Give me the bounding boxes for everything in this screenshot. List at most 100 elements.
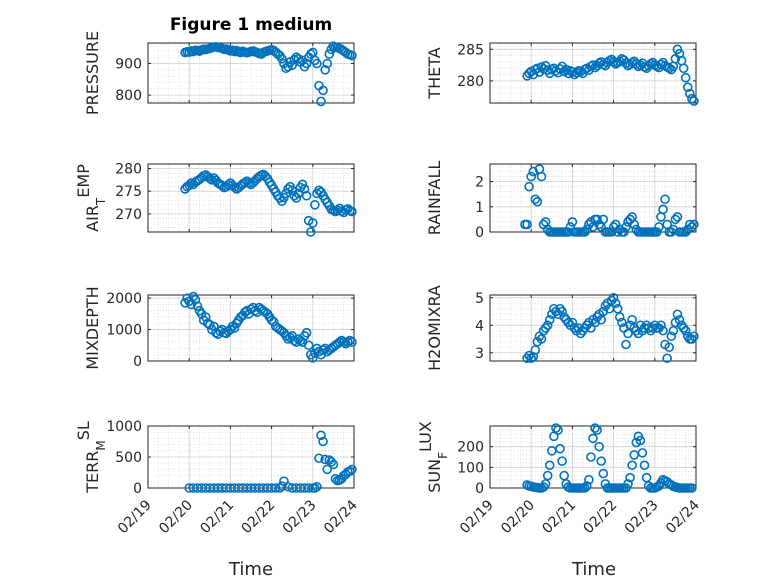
data-point bbox=[544, 460, 555, 471]
data-point bbox=[614, 312, 625, 322]
y-axis-label-3: RAINFALL bbox=[425, 161, 444, 236]
subplot-h2omixra: 3 4 5 H2OMIXRA bbox=[425, 285, 699, 371]
data-point bbox=[672, 212, 683, 222]
data-point bbox=[590, 423, 600, 433]
data-point bbox=[551, 423, 561, 433]
axes-box bbox=[147, 163, 355, 233]
y-axis-label-7: SUNFLUX bbox=[416, 421, 451, 493]
data-point bbox=[540, 323, 551, 333]
data-point bbox=[639, 460, 650, 471]
data-point bbox=[522, 353, 532, 364]
data-point bbox=[674, 314, 685, 325]
data-point bbox=[190, 294, 201, 305]
x-axis-label-right: Time bbox=[571, 559, 616, 580]
data-point bbox=[608, 57, 619, 67]
data-point bbox=[536, 171, 547, 182]
figure-title: Figure 1 medium bbox=[170, 15, 332, 35]
data-point bbox=[316, 430, 326, 441]
data-point bbox=[680, 227, 691, 237]
data-point bbox=[301, 327, 312, 338]
data-point bbox=[343, 337, 353, 347]
data-point bbox=[303, 340, 314, 351]
data-point bbox=[596, 456, 607, 466]
x-tick-label: 02/24 bbox=[663, 497, 703, 537]
y-tick-label: 1000 bbox=[106, 419, 142, 435]
y-tick-label: 270 bbox=[115, 207, 142, 223]
data-point bbox=[685, 88, 695, 99]
y-tick-label: 275 bbox=[115, 184, 142, 200]
data-point bbox=[530, 194, 541, 205]
data-point bbox=[347, 337, 357, 347]
y-tick-label: 0 bbox=[133, 481, 142, 497]
data-point bbox=[322, 464, 333, 475]
data-point bbox=[229, 323, 240, 333]
data-point bbox=[316, 96, 326, 107]
data-point bbox=[660, 194, 670, 205]
data-point bbox=[293, 188, 304, 199]
data-point bbox=[244, 178, 254, 188]
x-tick-label: 02/20 bbox=[498, 497, 538, 537]
data-point bbox=[689, 331, 699, 342]
data-point bbox=[526, 171, 537, 182]
y-tick-label: 1 bbox=[475, 200, 484, 216]
data-point bbox=[621, 339, 631, 350]
data-point bbox=[314, 453, 324, 464]
data-point bbox=[654, 222, 664, 232]
data-point bbox=[687, 222, 697, 232]
data-point bbox=[345, 466, 355, 477]
axes-box bbox=[489, 42, 697, 104]
data-point bbox=[526, 353, 537, 364]
data-point bbox=[652, 227, 662, 237]
x-tick-label: 02/22 bbox=[581, 497, 621, 537]
y-axis-label-4: MIXDEPTH bbox=[83, 286, 102, 369]
data-point bbox=[687, 334, 697, 344]
y-tick-label: 4 bbox=[475, 318, 484, 334]
data-point bbox=[689, 219, 699, 230]
data-point bbox=[318, 436, 328, 447]
data-point bbox=[670, 214, 681, 225]
y-tick-label: 280 bbox=[115, 162, 142, 178]
data-point bbox=[297, 179, 308, 190]
y-tick-label: 0 bbox=[133, 354, 142, 370]
data-point bbox=[559, 470, 569, 481]
data-point bbox=[277, 481, 287, 491]
axes-box bbox=[489, 294, 697, 362]
data-point bbox=[658, 204, 668, 215]
data-point bbox=[598, 214, 609, 225]
data-point bbox=[619, 227, 629, 237]
data-point bbox=[571, 67, 582, 78]
data-point bbox=[685, 219, 695, 230]
data-point bbox=[283, 184, 293, 194]
data-point bbox=[563, 317, 574, 328]
x-tick-label: 02/21 bbox=[539, 497, 579, 537]
data-point bbox=[687, 93, 697, 104]
data-point bbox=[610, 298, 621, 309]
data-point bbox=[326, 457, 337, 467]
y-tick-label: 900 bbox=[115, 57, 142, 73]
x-axis-label-left: Time bbox=[228, 559, 273, 580]
data-point bbox=[320, 454, 330, 465]
y-tick-label: 3 bbox=[475, 346, 484, 362]
data-point bbox=[678, 63, 689, 74]
data-point bbox=[647, 323, 658, 333]
data-point bbox=[582, 481, 592, 491]
data-point bbox=[680, 72, 691, 83]
data-point bbox=[324, 49, 335, 59]
data-point bbox=[637, 448, 648, 458]
data-point bbox=[544, 314, 555, 325]
y-tick-label: 285 bbox=[457, 42, 484, 58]
data-point bbox=[318, 85, 328, 96]
subplot-rainfall: 0 1 2 RAINFALL bbox=[425, 161, 699, 241]
data-point bbox=[623, 479, 633, 489]
data-point bbox=[223, 180, 234, 190]
data-point bbox=[631, 59, 642, 69]
subplot-air-temp: 270 275 280 AIRTEMP bbox=[74, 162, 357, 237]
data-point bbox=[192, 301, 203, 311]
data-point bbox=[553, 425, 563, 435]
data-point bbox=[586, 452, 596, 462]
axes-box bbox=[147, 42, 355, 104]
data-point bbox=[301, 58, 312, 69]
data-point bbox=[680, 325, 691, 336]
x-tick-label: 02/23 bbox=[280, 497, 320, 537]
x-tick-label: 02/21 bbox=[197, 497, 237, 537]
